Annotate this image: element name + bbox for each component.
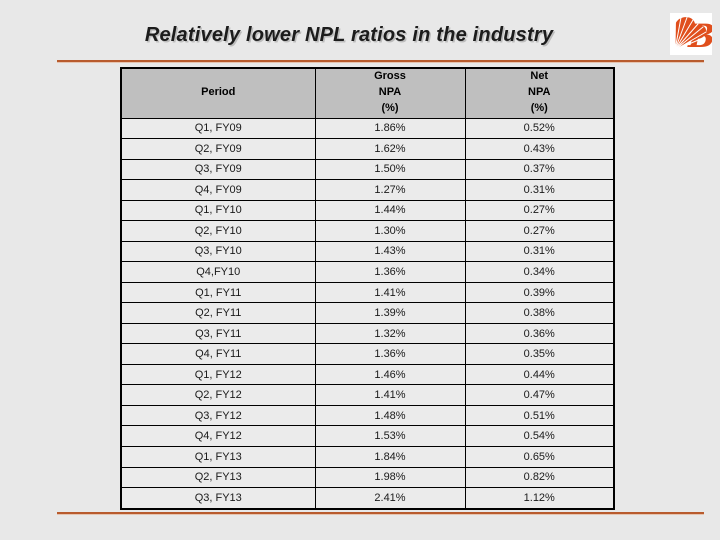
net-npa-cell: 0.43%: [464, 138, 615, 160]
table-row: Q1, FY12 1.46% 0.44%: [120, 363, 615, 386]
title-underline: [57, 60, 704, 63]
column-header-gross-npa: Gross NPA (%): [314, 67, 466, 119]
net-npa-cell: 0.34%: [464, 261, 615, 283]
gross-npa-cell: 1.32%: [314, 322, 466, 345]
table-row: Q2, FY12 1.41% 0.47%: [120, 384, 615, 406]
net-npa-cell: 0.47%: [464, 384, 615, 406]
table-row: Q3, FY09 1.50% 0.37%: [120, 158, 615, 181]
period-cell: Q3, FY10: [120, 240, 316, 263]
table-body: Q1, FY09 1.86% 0.52% Q2, FY09 1.62% 0.43% Q3, …: [120, 117, 615, 510]
net-npa-cell: 0.38%: [464, 302, 615, 324]
column-header-net-npa: Net NPA (%): [464, 67, 615, 119]
table-row: Q2, FY13 1.98% 0.82%: [120, 466, 615, 489]
period-cell: Q3, FY11: [120, 322, 316, 345]
gross-npa-cell: 1.86%: [314, 117, 466, 140]
net-npa-cell: 0.35%: [464, 343, 615, 365]
footer-rule: [57, 512, 704, 515]
column-header-period: Period: [120, 67, 316, 119]
period-cell: Q3, FY13: [120, 487, 316, 510]
gross-npa-cell: 1.44%: [314, 199, 466, 222]
gross-npa-cell: 1.62%: [314, 138, 466, 160]
gross-npa-cell: 1.48%: [314, 404, 466, 427]
table-row: Q3, FY10 1.43% 0.31%: [120, 240, 615, 263]
period-cell: Q1, FY09: [120, 117, 316, 140]
gross-npa-cell: 1.46%: [314, 363, 466, 386]
table-row: Q3, FY11 1.32% 0.36%: [120, 322, 615, 345]
period-cell: Q1, FY11: [120, 281, 316, 304]
net-npa-cell: 0.31%: [464, 240, 615, 263]
net-npa-cell: 0.31%: [464, 179, 615, 201]
net-npa-cell: 0.44%: [464, 363, 615, 386]
page-title: Relatively lower NPL ratios in the indus…: [144, 24, 554, 46]
period-cell: Q4,FY10: [120, 261, 316, 283]
net-npa-cell: 0.54%: [464, 425, 615, 447]
period-cell: Q2, FY10: [120, 220, 316, 242]
gross-npa-cell: 1.27%: [314, 179, 466, 201]
table-row: Q4, FY12 1.53% 0.54%: [120, 425, 615, 447]
table-row: Q2, FY10 1.30% 0.27%: [120, 220, 615, 242]
table-row: Q3, FY12 1.48% 0.51%: [120, 404, 615, 427]
table-row: Q4, FY11 1.36% 0.35%: [120, 343, 615, 365]
period-cell: Q3, FY09: [120, 158, 316, 181]
net-npa-cell: 0.36%: [464, 322, 615, 345]
table-row: Q1, FY10 1.44% 0.27%: [120, 199, 615, 222]
gross-npa-cell: 1.41%: [314, 384, 466, 406]
bank-of-baroda-logo: B: [670, 13, 715, 55]
net-npa-cell: 0.52%: [464, 117, 615, 140]
period-cell: Q4, FY09: [120, 179, 316, 201]
table-row: Q3, FY13 2.41% 1.12%: [120, 487, 615, 510]
period-cell: Q2, FY12: [120, 384, 316, 406]
gross-npa-cell: 1.36%: [314, 261, 466, 283]
period-cell: Q2, FY09: [120, 138, 316, 160]
gross-npa-cell: 1.53%: [314, 425, 466, 447]
gross-npa-cell: 1.30%: [314, 220, 466, 242]
period-cell: Q2, FY13: [120, 466, 316, 489]
net-npa-cell: 0.65%: [464, 446, 615, 468]
period-cell: Q4, FY11: [120, 343, 316, 365]
period-cell: Q3, FY12: [120, 404, 316, 427]
table-row: Q1, FY13 1.84% 0.65%: [120, 446, 615, 468]
table-row: Q2, FY11 1.39% 0.38%: [120, 302, 615, 324]
baroda-sun-icon: B: [670, 13, 715, 55]
gross-npa-cell: 1.50%: [314, 158, 466, 181]
period-cell: Q1, FY12: [120, 363, 316, 386]
gross-npa-cell: 1.36%: [314, 343, 466, 365]
table-row: Q1, FY11 1.41% 0.39%: [120, 281, 615, 304]
gross-npa-cell: 1.84%: [314, 446, 466, 468]
net-npa-cell: 0.51%: [464, 404, 615, 427]
table-row: Q2, FY09 1.62% 0.43%: [120, 138, 615, 160]
gross-npa-cell: 1.39%: [314, 302, 466, 324]
table-row: Q4, FY09 1.27% 0.31%: [120, 179, 615, 201]
net-npa-cell: 0.39%: [464, 281, 615, 304]
net-npa-cell: 0.27%: [464, 220, 615, 242]
gross-npa-cell: 1.43%: [314, 240, 466, 263]
period-cell: Q1, FY10: [120, 199, 316, 222]
table-row: Q1, FY09 1.86% 0.52%: [120, 117, 615, 140]
gross-npa-cell: 1.41%: [314, 281, 466, 304]
table-row: Q4,FY10 1.36% 0.34%: [120, 261, 615, 283]
net-npa-cell: 0.37%: [464, 158, 615, 181]
gross-npa-cell: 2.41%: [314, 487, 466, 510]
table-header-row: Period Gross NPA (%) Net NPA (%): [120, 67, 615, 119]
gross-npa-cell: 1.98%: [314, 466, 466, 489]
net-npa-cell: 1.12%: [464, 487, 615, 510]
net-npa-cell: 0.27%: [464, 199, 615, 222]
npl-ratios-table: Period Gross NPA (%) Net NPA (%) Q1, FY0…: [120, 67, 615, 510]
net-npa-cell: 0.82%: [464, 466, 615, 489]
period-cell: Q4, FY12: [120, 425, 316, 447]
period-cell: Q1, FY13: [120, 446, 316, 468]
period-cell: Q2, FY11: [120, 302, 316, 324]
